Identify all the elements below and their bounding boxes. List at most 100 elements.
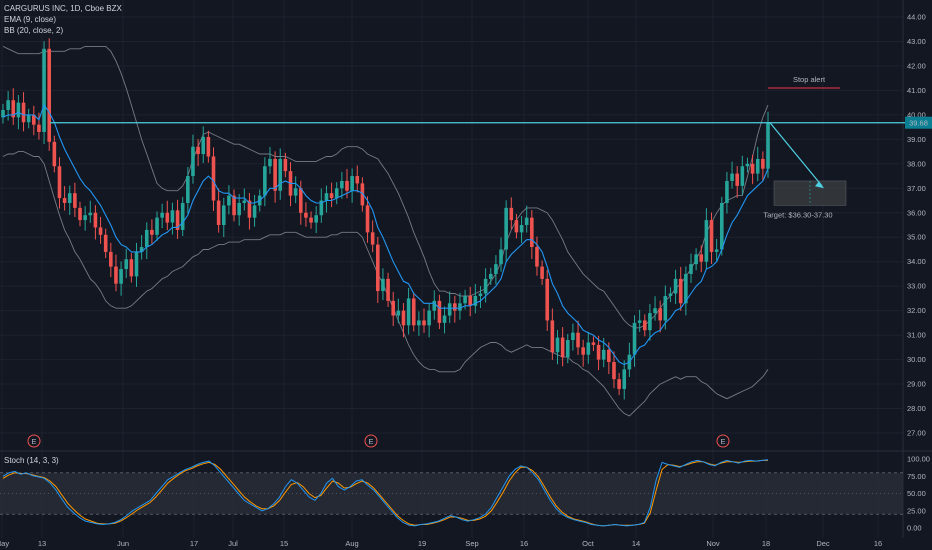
stoch-k-line xyxy=(2,459,769,527)
candle-body xyxy=(750,163,755,174)
stoch-tick-label: 0.00 xyxy=(907,524,922,533)
symbol-legend: CARGURUS INC, 1D, Cboe BZX xyxy=(4,4,122,13)
candle-body xyxy=(694,254,698,265)
candle-body xyxy=(689,264,693,274)
candle-body xyxy=(673,278,678,294)
candle-body xyxy=(329,193,334,199)
date-tick-label: Sep xyxy=(465,539,478,548)
candle-body xyxy=(165,212,170,223)
candle-body xyxy=(468,295,473,306)
date-tick-label: Oct xyxy=(582,539,595,548)
date-tick-label: Jun xyxy=(117,539,129,548)
candle-body xyxy=(6,100,10,110)
price-tick-label: 29.00 xyxy=(907,380,926,389)
candle-body xyxy=(596,344,601,360)
candle-body xyxy=(273,158,277,191)
candle-body xyxy=(1,109,5,118)
price-tick-label: 30.00 xyxy=(907,355,926,364)
date-tick-label: 18 xyxy=(762,539,770,548)
candle-body xyxy=(186,176,190,203)
candle-body xyxy=(458,303,462,311)
candle-body xyxy=(730,173,734,181)
candle-body xyxy=(550,320,555,353)
candle-body xyxy=(766,122,770,169)
candle-body xyxy=(206,136,211,157)
candle-body xyxy=(432,300,437,311)
candle-body xyxy=(345,180,349,191)
candle-body xyxy=(283,158,288,172)
candle-body xyxy=(252,205,257,218)
date-tick-label: 19 xyxy=(418,539,426,548)
date-tick-label: 15 xyxy=(280,539,288,548)
candle-body xyxy=(370,232,375,245)
candle-body xyxy=(406,298,411,326)
candle-body xyxy=(442,315,447,323)
price-tick-label: 44.00 xyxy=(907,13,926,22)
candle-body xyxy=(642,320,647,331)
candle-body xyxy=(365,205,370,233)
candle-body xyxy=(483,278,488,294)
candle-body xyxy=(298,188,303,213)
candle-body xyxy=(21,102,26,123)
candle-body xyxy=(26,114,31,123)
candle-body xyxy=(699,254,704,262)
price-tick-label: 37.00 xyxy=(907,184,926,193)
candle-body xyxy=(150,229,154,235)
candle-body xyxy=(263,166,267,196)
candle-body xyxy=(47,48,52,142)
projection-arrow xyxy=(769,122,823,187)
candle-body xyxy=(555,337,560,353)
price-tick-label: 35.00 xyxy=(907,233,926,242)
candle-body xyxy=(560,337,565,358)
candle-body xyxy=(601,349,606,360)
candle-body xyxy=(704,220,709,262)
stoch-legend: Stoch (14, 3, 3) xyxy=(4,456,59,465)
stoch-tick-label: 25.00 xyxy=(907,506,926,515)
candle-body xyxy=(386,278,390,301)
bb-legend: BB (20, close, 2) xyxy=(4,26,64,35)
candle-body xyxy=(545,278,550,321)
earnings-marker-label: E xyxy=(368,437,373,446)
candle-body xyxy=(334,188,339,199)
date-tick-label: Jul xyxy=(228,539,238,548)
ema-line xyxy=(2,103,769,366)
stop-alert-label: Stop alert xyxy=(793,75,826,84)
candle-body xyxy=(216,200,221,225)
candle-body xyxy=(745,163,750,167)
candle-body xyxy=(98,227,103,235)
bb-upper-line xyxy=(2,45,769,329)
earnings-marker-label: E xyxy=(31,437,36,446)
candle-body xyxy=(134,251,139,277)
candle-body xyxy=(663,295,668,321)
date-tick-label: 14 xyxy=(632,539,640,548)
candle-body xyxy=(83,215,87,221)
stoch-tick-label: 100.00 xyxy=(907,455,930,464)
candle-body xyxy=(180,202,185,230)
candle-body xyxy=(314,215,318,223)
date-tick-label: Aug xyxy=(345,539,358,548)
candle-body xyxy=(170,210,175,223)
candle-body xyxy=(324,193,329,201)
candle-body xyxy=(93,212,98,228)
candle-body xyxy=(73,193,77,208)
candle-body xyxy=(247,200,252,218)
candle-body xyxy=(355,176,360,184)
candle-body xyxy=(376,244,380,292)
stoch-tick-label: 50.00 xyxy=(907,489,926,498)
candle-body xyxy=(350,176,354,191)
candle-body xyxy=(201,136,206,155)
candle-body xyxy=(139,247,144,252)
price-tick-label: 41.00 xyxy=(907,86,926,95)
candle-body xyxy=(237,202,241,216)
candle-body xyxy=(103,234,108,252)
candle-body xyxy=(453,303,457,311)
candle-body xyxy=(232,195,236,216)
earnings-marker-label: E xyxy=(720,437,725,446)
candle-body xyxy=(565,340,570,358)
candle-body xyxy=(648,313,652,331)
candle-body xyxy=(278,158,283,191)
candle-body xyxy=(622,369,627,389)
candle-body xyxy=(586,342,591,355)
candle-body xyxy=(488,273,493,279)
